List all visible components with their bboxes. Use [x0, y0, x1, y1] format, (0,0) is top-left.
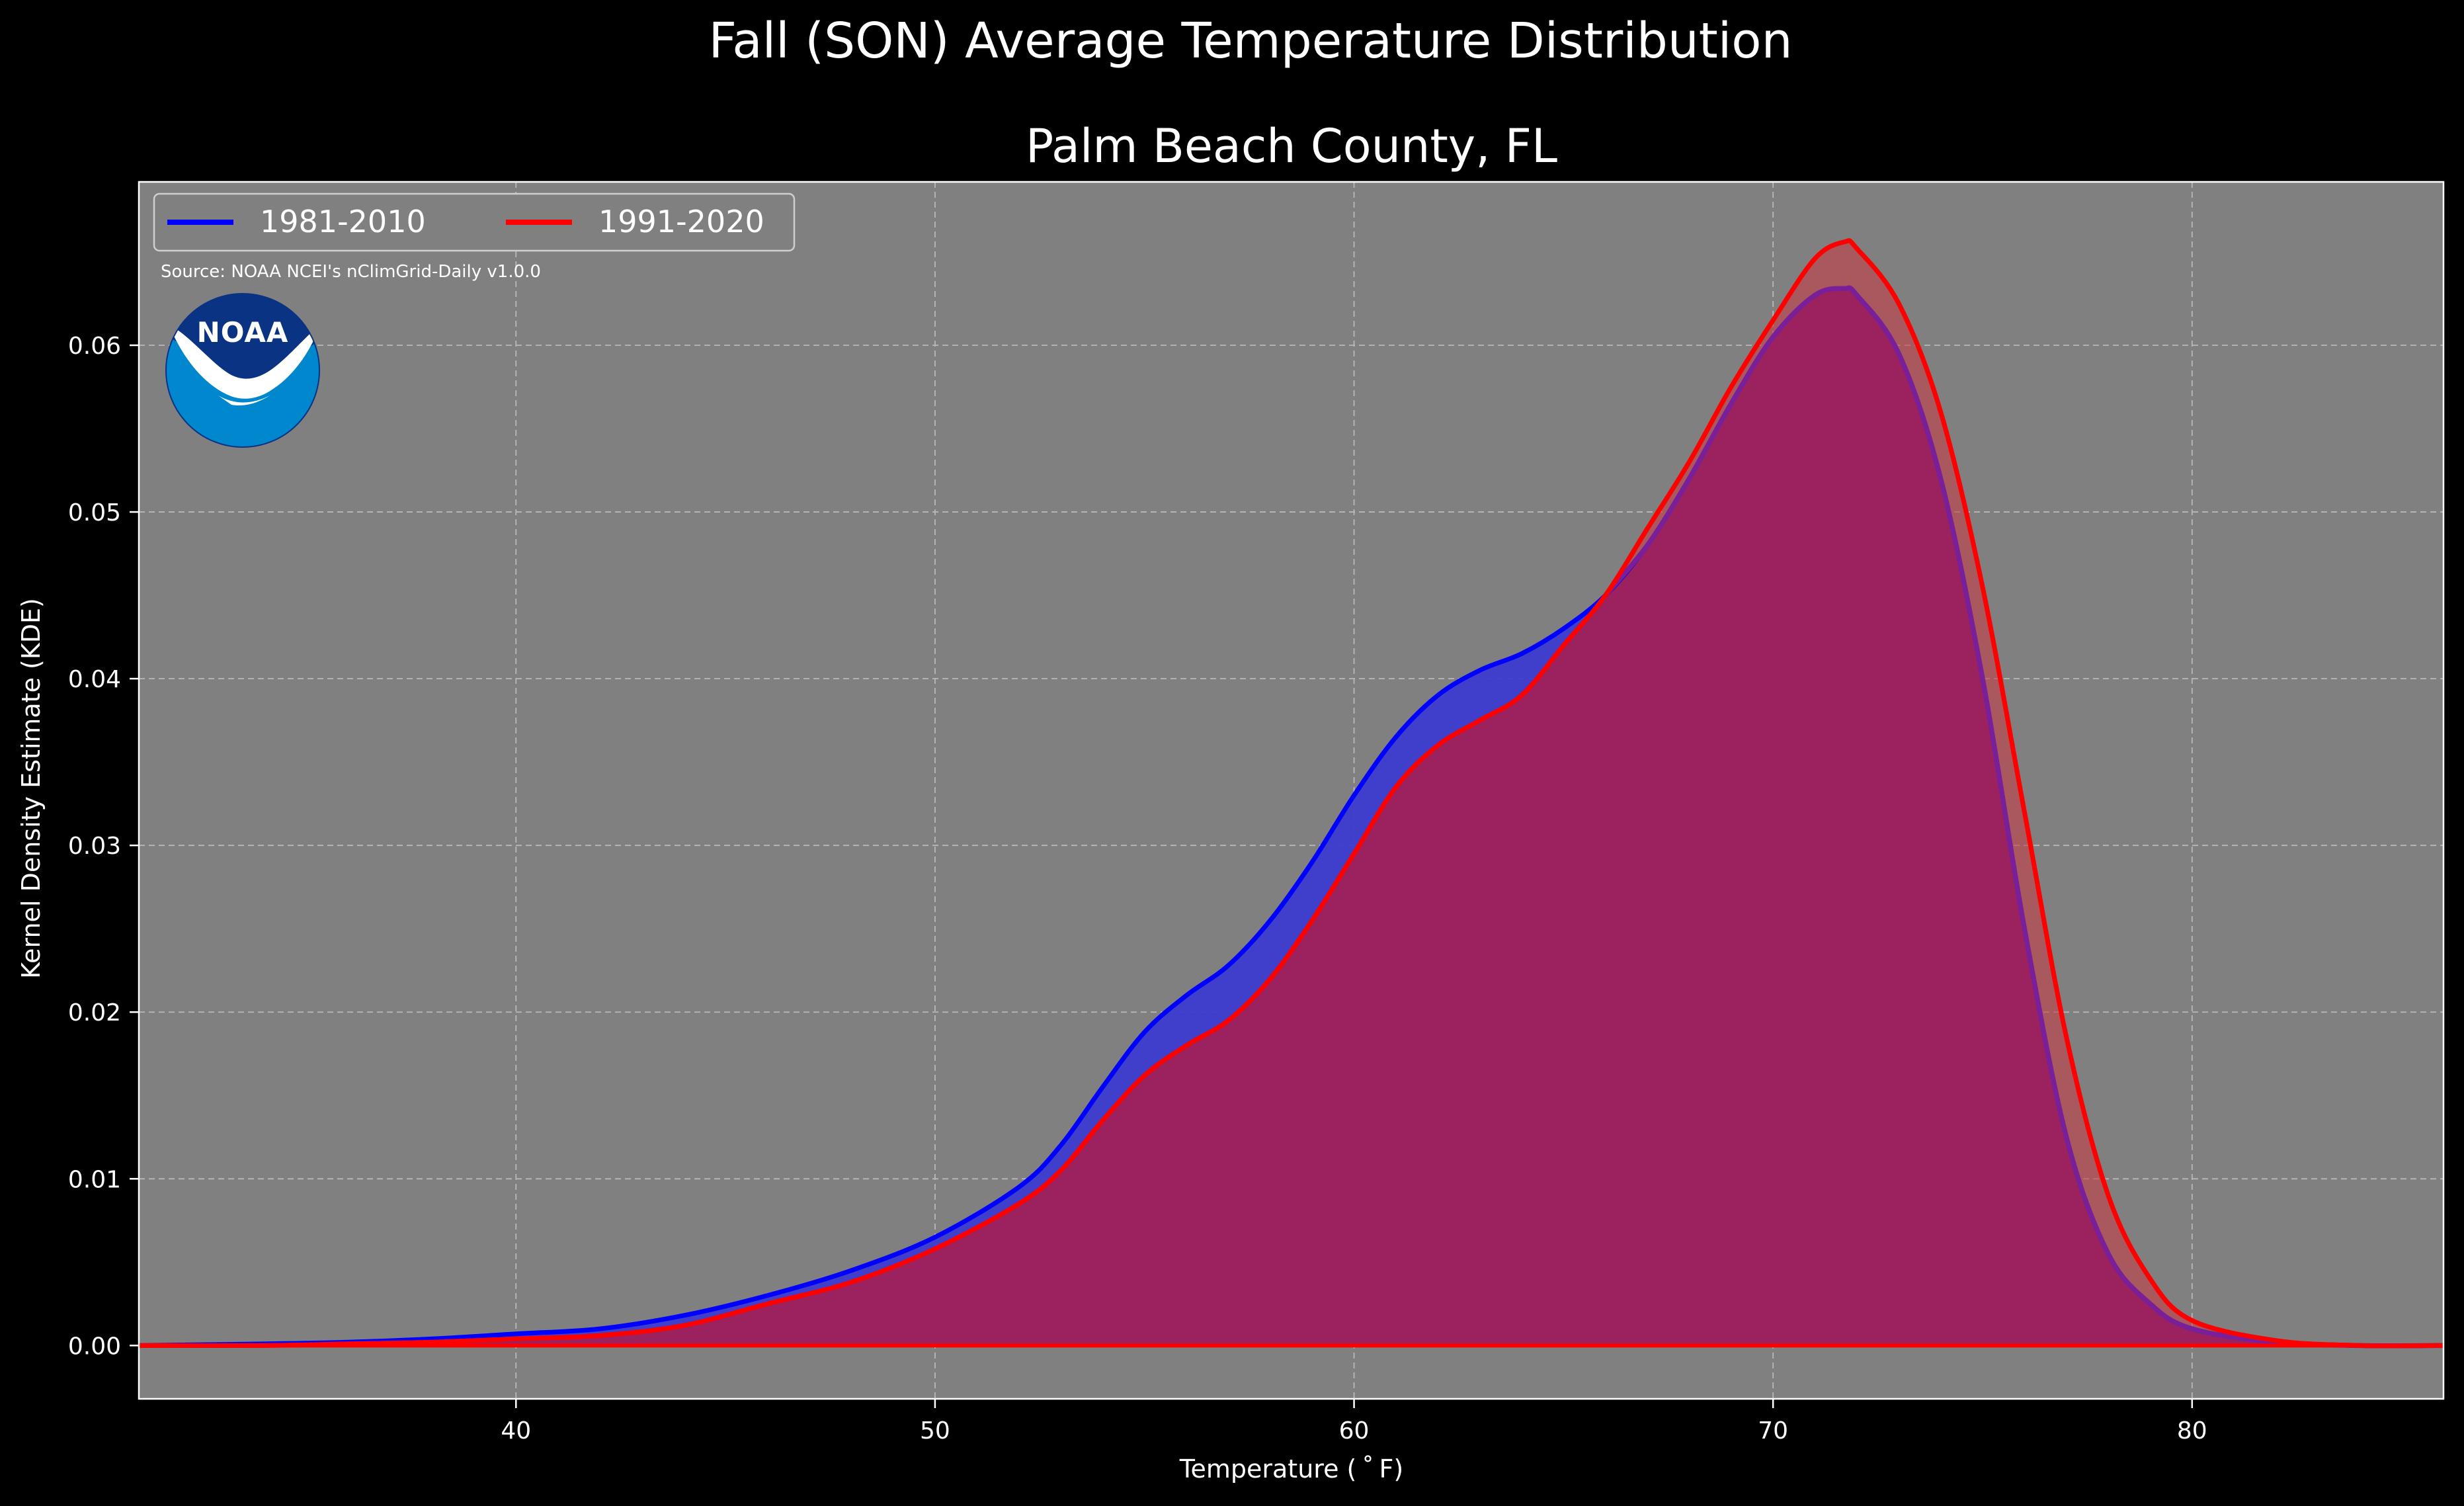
y-tick-label: 0.06	[68, 333, 121, 360]
noaa-logo: NOAA	[165, 293, 320, 448]
y-tick-label: 0.02	[68, 999, 121, 1026]
plot-frame	[138, 181, 2445, 1400]
x-tick-label: 80	[2177, 1417, 2207, 1444]
x-axis-label: Temperature ( ˚ F)	[1179, 1454, 1403, 1484]
noaa-logo-text: NOAA	[197, 316, 289, 349]
x-tick-label: 40	[501, 1417, 531, 1444]
y-tick-label: 0.04	[68, 666, 121, 693]
x-tick-label: 50	[920, 1417, 950, 1444]
area-overlap	[139, 288, 2443, 1346]
chart-title: Palm Beach County, FL	[1026, 119, 1557, 173]
suptitle: Fall (SON) Average Temperature Distribut…	[709, 13, 1793, 69]
x-axis: 40 50 60 70 80	[501, 1399, 2207, 1444]
series-fills	[139, 240, 2443, 1346]
legend-label-series-1: 1981-2010	[260, 204, 426, 239]
y-tick-label: 0.00	[68, 1333, 121, 1360]
series-lines	[139, 238, 2443, 1349]
line-series-2-top	[139, 238, 2443, 1349]
y-tick-label: 0.05	[68, 499, 121, 526]
x-tick-label: 60	[1339, 1417, 1370, 1444]
legend[interactable]: 1981-2010 1991-2020	[153, 192, 796, 252]
source-note: Source: NOAA NCEI's nClimGrid-Daily v1.0…	[161, 262, 541, 282]
x-tick-label: 70	[1758, 1417, 1788, 1444]
legend-box	[153, 192, 796, 252]
y-axis: 0.00 0.01 0.02 0.03 0.04 0.05 0.06	[68, 333, 139, 1360]
line-series-1-tinted	[1603, 285, 2443, 1349]
y-axis-label: Kernel Density Estimate (KDE)	[17, 598, 46, 979]
y-tick-label: 0.01	[68, 1166, 121, 1193]
legend-label-series-2: 1991-2020	[598, 204, 764, 239]
y-tick-label: 0.03	[68, 833, 121, 860]
